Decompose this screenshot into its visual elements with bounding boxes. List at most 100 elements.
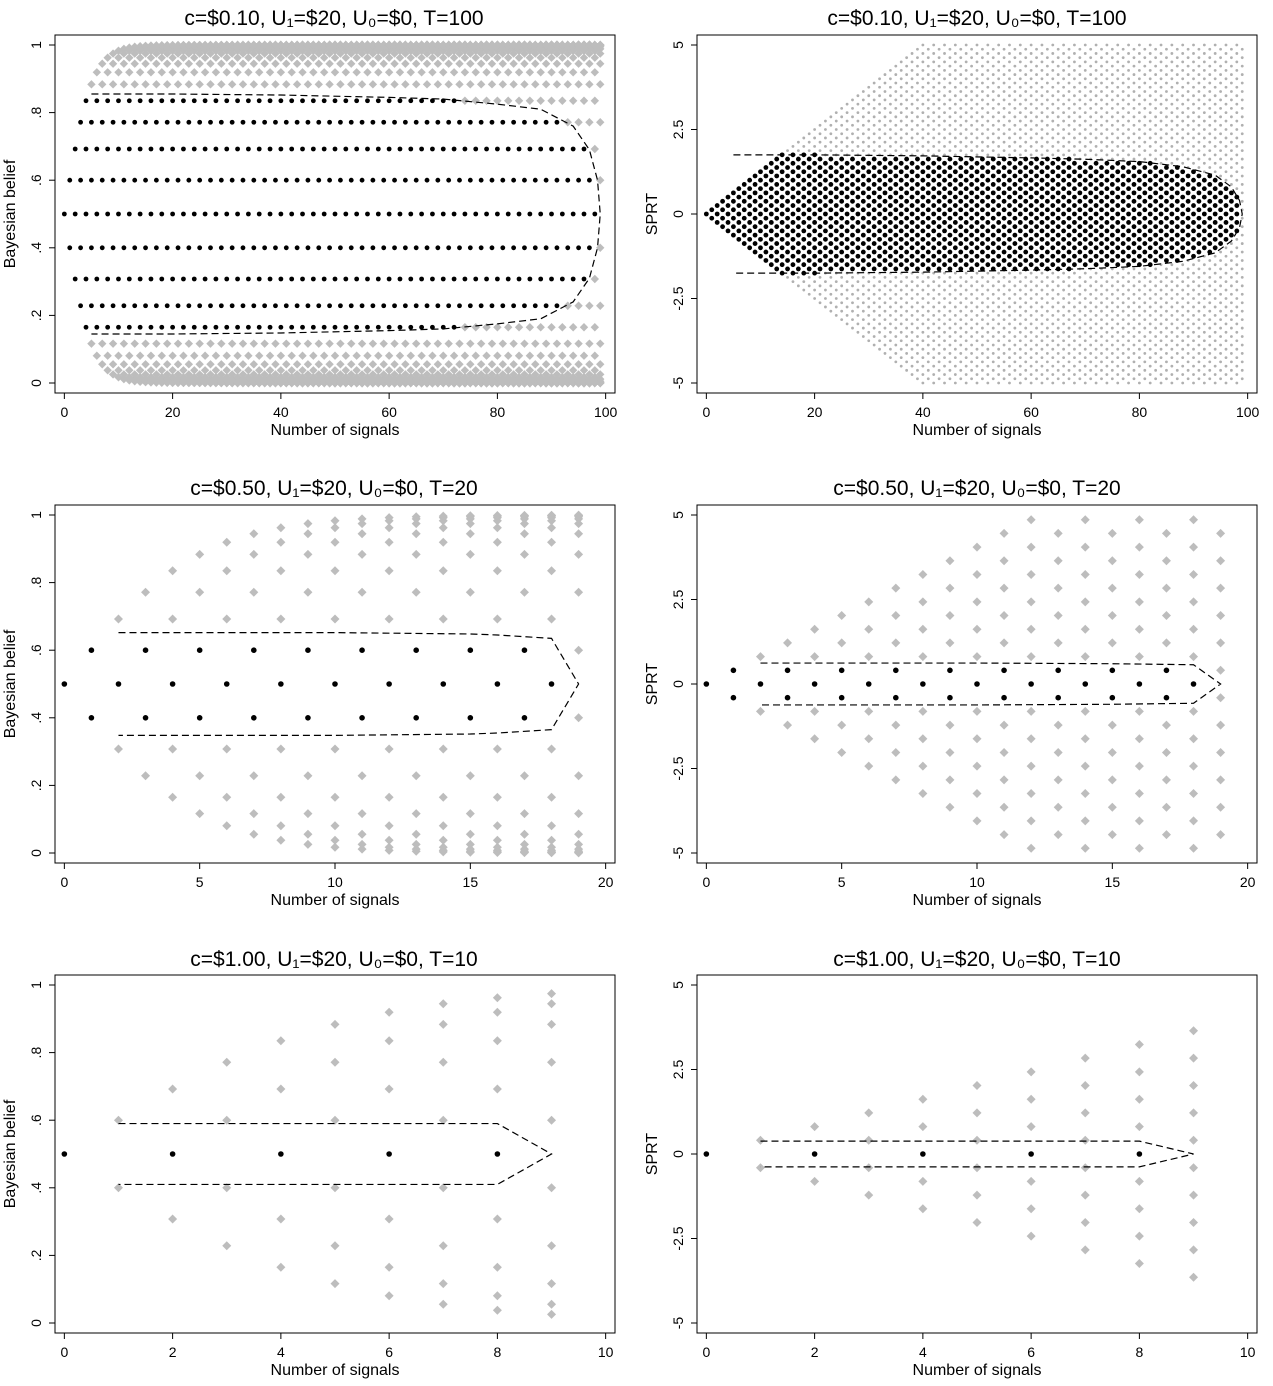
continue-point	[149, 98, 154, 103]
continue-point	[419, 212, 424, 217]
continue-point	[214, 98, 219, 103]
continue-point	[268, 147, 273, 152]
continue-point	[246, 147, 251, 152]
stop-point	[250, 339, 258, 347]
stop-point	[260, 339, 268, 347]
continue-point	[262, 120, 267, 125]
stop-point	[293, 80, 301, 88]
stop-point	[390, 360, 398, 368]
stop-point	[336, 360, 344, 368]
continue-point	[527, 147, 532, 152]
stop-point	[515, 68, 523, 76]
continue-point	[176, 120, 181, 125]
stop-point	[363, 352, 371, 360]
stop-point	[87, 80, 95, 88]
continue-point	[214, 212, 219, 217]
stop-point	[98, 80, 106, 88]
continue-point	[560, 147, 565, 152]
stop-point	[287, 352, 295, 360]
continue-point	[84, 277, 89, 282]
continue-point	[500, 245, 505, 250]
stop-point	[168, 68, 176, 76]
continue-point	[278, 325, 283, 330]
stop-point	[401, 360, 409, 368]
stop-point	[380, 59, 388, 67]
stop-point	[369, 59, 377, 67]
continue-point	[549, 212, 554, 217]
stop-point	[358, 80, 366, 88]
stop-point	[531, 80, 539, 88]
stop-point	[315, 360, 323, 368]
continue-point	[84, 325, 89, 330]
continue-point	[463, 147, 468, 152]
continue-point	[452, 277, 457, 282]
stop-point	[574, 118, 582, 126]
continue-point	[295, 178, 300, 183]
stop-point	[352, 68, 360, 76]
continue-point	[138, 147, 143, 152]
stop-point	[547, 97, 555, 105]
continue-point	[457, 245, 462, 250]
continue-point	[224, 98, 229, 103]
continue-point	[533, 245, 538, 250]
stop-point	[260, 360, 268, 368]
stop-point	[163, 360, 171, 368]
stop-point	[499, 339, 507, 347]
stop-point	[347, 59, 355, 67]
continue-point	[170, 277, 175, 282]
continue-point	[473, 147, 478, 152]
continue-point	[403, 303, 408, 308]
stop-point	[412, 339, 420, 347]
stop-point	[439, 352, 447, 360]
stop-point	[304, 339, 312, 347]
stop-point	[472, 97, 480, 105]
continue-point	[235, 147, 240, 152]
stop-point	[304, 360, 312, 368]
stop-point	[131, 59, 139, 67]
continue-point	[208, 120, 213, 125]
stop-point	[174, 360, 182, 368]
stop-point	[298, 352, 306, 360]
continue-point	[338, 245, 343, 250]
continue-point	[322, 277, 327, 282]
continue-point	[490, 303, 495, 308]
stop-point	[158, 68, 166, 76]
stop-point	[320, 352, 328, 360]
stop-point	[558, 323, 566, 331]
stop-point	[504, 97, 512, 105]
continue-point	[165, 303, 170, 308]
stop-point	[141, 59, 149, 67]
continue-point	[343, 212, 348, 217]
stop-point	[401, 59, 409, 67]
stop-point	[342, 68, 350, 76]
continue-point	[73, 212, 78, 217]
continue-point	[138, 212, 143, 217]
continue-point	[582, 147, 587, 152]
stop-point	[417, 352, 425, 360]
stop-point	[531, 360, 539, 368]
stop-point	[585, 302, 593, 310]
continue-point	[333, 277, 338, 282]
stop-point	[466, 59, 474, 67]
stop-point	[401, 80, 409, 88]
stop-point	[98, 339, 106, 347]
y-axis-label: Bayesian belief	[2, 159, 19, 268]
continue-point	[149, 147, 154, 152]
continue-point	[408, 277, 413, 282]
stop-point	[580, 323, 588, 331]
stop-point	[174, 339, 182, 347]
continue-point	[376, 98, 381, 103]
continue-point	[527, 277, 532, 282]
continue-point	[127, 98, 132, 103]
continue-point	[398, 212, 403, 217]
stop-point	[477, 59, 485, 67]
continue-point	[235, 325, 240, 330]
continue-point	[181, 147, 186, 152]
continue-point	[289, 277, 294, 282]
continue-point	[441, 212, 446, 217]
continue-point	[214, 147, 219, 152]
y-tick-label: .4	[28, 242, 44, 254]
stop-point	[315, 59, 323, 67]
